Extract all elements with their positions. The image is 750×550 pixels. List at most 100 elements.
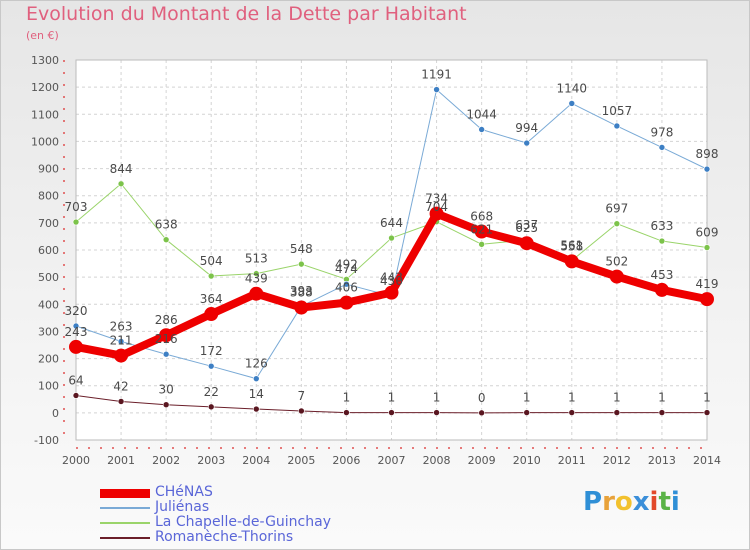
legend-item: Romanèche-Thorins (100, 529, 400, 545)
x-tick-label: 2006 (332, 454, 360, 467)
data-label: 898 (696, 147, 719, 161)
data-point (388, 234, 395, 242)
logo-letter: i (670, 487, 680, 517)
data-label: 558 (560, 239, 583, 253)
data-label: 637 (515, 218, 538, 232)
data-point (703, 409, 711, 416)
data-label: 243 (65, 325, 88, 339)
unit-label: (en €) (26, 29, 59, 42)
data-label: 703 (65, 200, 88, 214)
data-label: 388 (290, 286, 313, 300)
data-point (613, 220, 621, 227)
x-tick-label: 2009 (468, 454, 496, 467)
y-tick-label: 400 (38, 298, 59, 311)
data-label: 513 (245, 252, 268, 266)
legend-label: La Chapelle-de-Guinchay (155, 514, 331, 530)
data-label: 22 (204, 385, 219, 399)
x-tick-label: 2013 (648, 454, 676, 467)
data-point (162, 236, 170, 243)
data-point (69, 339, 83, 354)
data-point (207, 362, 215, 370)
data-point (613, 409, 621, 416)
data-point (252, 405, 260, 413)
data-label: 609 (696, 226, 719, 240)
x-tick-label: 2002 (152, 454, 180, 467)
y-tick-label: 600 (38, 244, 59, 257)
y-tick-label: 900 (38, 163, 59, 176)
data-point (478, 241, 485, 248)
data-label: 1 (523, 391, 531, 405)
logo-letter: o (614, 487, 633, 517)
data-point (658, 237, 666, 245)
data-label: 697 (605, 202, 628, 216)
y-tick-label: 1300 (31, 54, 59, 67)
data-label: 211 (110, 334, 133, 348)
data-point (654, 282, 669, 297)
data-label: 0 (478, 391, 486, 405)
legend-item: La Chapelle-de-Guinchay (100, 514, 400, 530)
y-tick-label: 500 (38, 271, 59, 284)
legend: CHéNAS Juliénas La Chapelle-de-Guinchay Rom… (100, 484, 400, 545)
data-label: 7 (298, 389, 306, 403)
y-tick-label: 800 (38, 190, 59, 203)
data-point (72, 322, 80, 330)
data-point (703, 244, 711, 251)
legend-item: CHéNAS (100, 484, 400, 500)
data-label: 286 (155, 313, 178, 327)
data-point (523, 139, 531, 147)
data-label: 1044 (466, 107, 497, 121)
data-label: 1 (703, 391, 711, 405)
data-label: 502 (605, 255, 628, 269)
data-point (478, 409, 485, 417)
y-tick-label: 100 (38, 380, 59, 393)
data-point (252, 270, 260, 277)
data-point (207, 403, 215, 411)
data-point (429, 206, 444, 221)
data-point (162, 350, 170, 358)
data-label: 216 (155, 332, 178, 346)
data-label: 406 (335, 281, 358, 295)
data-point (564, 254, 579, 269)
x-tick-label: 2012 (603, 454, 631, 467)
data-label: 978 (650, 125, 673, 139)
data-label: 1191 (421, 68, 452, 82)
data-label: 1 (568, 391, 576, 405)
data-point (474, 224, 489, 239)
data-point (117, 398, 125, 405)
x-tick-label: 2008 (423, 454, 451, 467)
data-label: 621 (470, 222, 493, 236)
data-label: 1 (388, 391, 396, 405)
data-label: 1140 (557, 81, 588, 95)
data-label: 625 (515, 221, 538, 235)
proxiti-logo: Proxiti (583, 487, 680, 517)
x-tick-label: 2005 (287, 454, 315, 467)
x-tick-label: 2011 (558, 454, 586, 467)
logo-letter: x (632, 487, 650, 517)
data-point (339, 295, 354, 310)
data-label: 734 (425, 192, 448, 206)
data-point (204, 307, 219, 322)
data-point (343, 409, 350, 416)
data-point (162, 401, 170, 409)
data-label: 704 (425, 200, 448, 214)
y-tick-label: 1200 (31, 81, 59, 94)
data-point (252, 375, 260, 382)
data-label: 561 (560, 239, 583, 253)
x-tick-label: 2010 (513, 454, 541, 467)
data-label: 263 (110, 319, 133, 333)
data-point (700, 292, 714, 307)
data-point (703, 165, 711, 173)
plot-area (76, 60, 707, 440)
data-label: 393 (290, 284, 313, 298)
data-label: 453 (650, 268, 673, 282)
x-tick-label: 2004 (242, 454, 270, 467)
data-point (613, 122, 621, 130)
data-label: 126 (245, 357, 268, 371)
logo-letter: P (583, 487, 603, 517)
legend-swatch (100, 537, 150, 539)
data-point (72, 218, 80, 226)
data-point (478, 126, 485, 133)
logo-letter: r (602, 487, 615, 517)
logo-letter: i (649, 487, 659, 517)
legend-swatch (100, 522, 150, 524)
